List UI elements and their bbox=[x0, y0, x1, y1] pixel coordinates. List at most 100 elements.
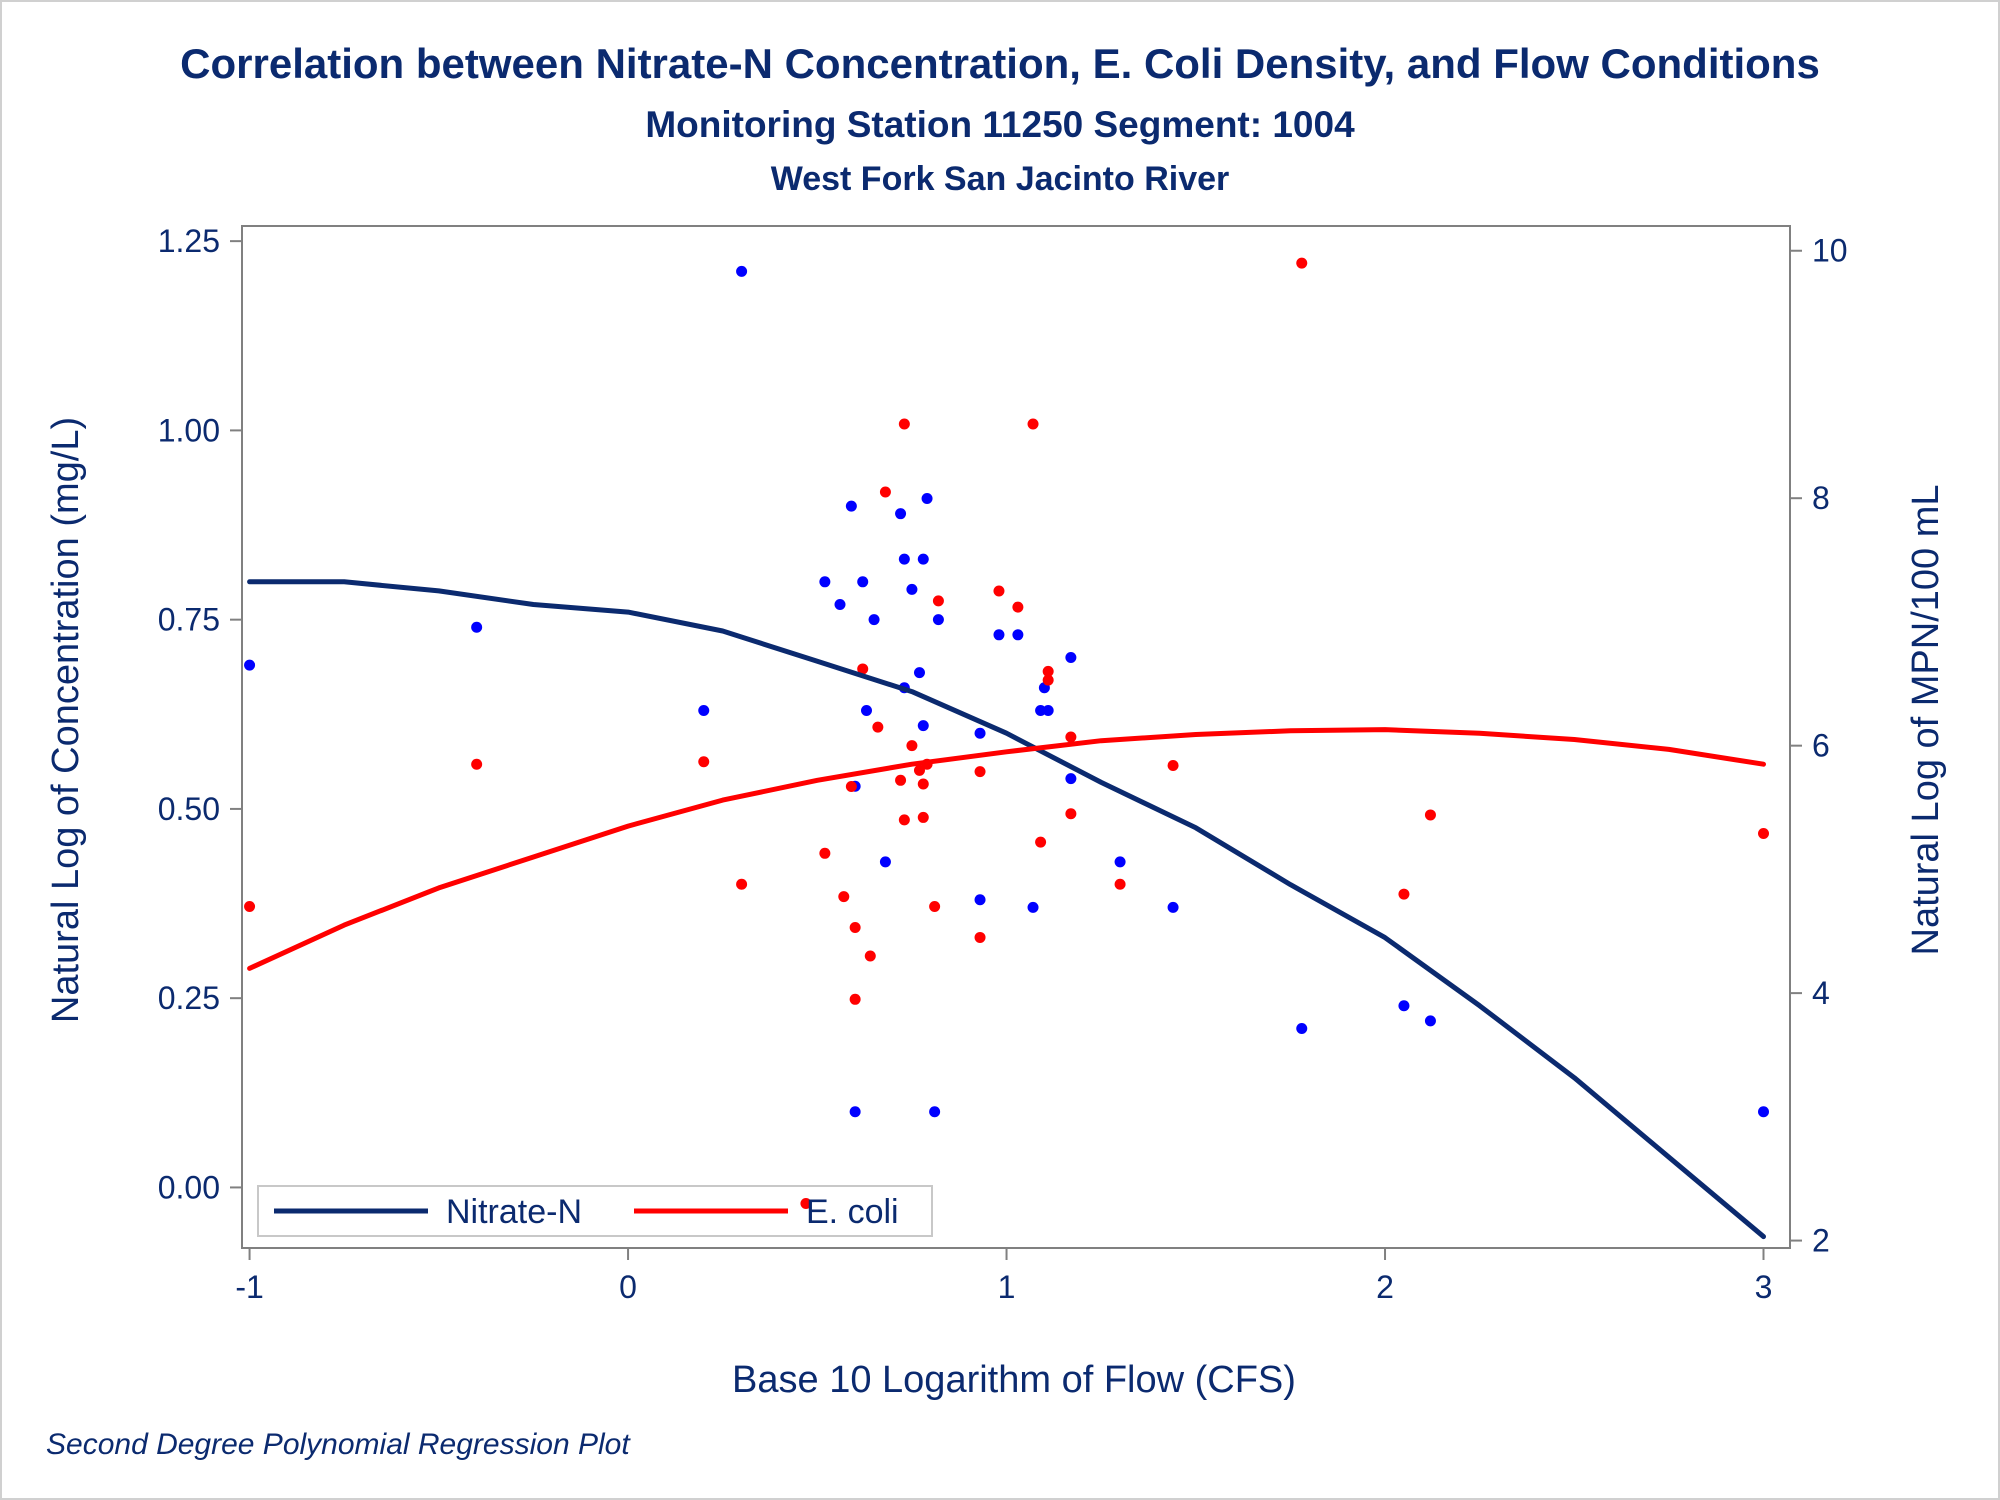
x-tick-label: 2 bbox=[1376, 1269, 1394, 1305]
nitrate-point bbox=[974, 894, 986, 906]
nitrate-point bbox=[1042, 705, 1054, 717]
nitrate-point bbox=[819, 576, 831, 588]
nitrate-point bbox=[471, 621, 483, 633]
y2-tick-label: 10 bbox=[1812, 233, 1848, 269]
ecoli-point bbox=[906, 740, 918, 752]
ecoli-point bbox=[838, 891, 850, 903]
x-tick-label: -1 bbox=[235, 1269, 263, 1305]
chart-subtitle-2: West Fork San Jacinto River bbox=[770, 160, 1230, 198]
ecoli-point bbox=[471, 758, 483, 770]
nitrate-point bbox=[895, 508, 907, 520]
ecoli-point bbox=[1424, 809, 1436, 821]
ecoli-point bbox=[845, 780, 857, 792]
nitrate-point bbox=[834, 599, 846, 611]
ecoli-fit-line bbox=[247, 727, 1766, 971]
legend-label-ecoli: E. coli bbox=[806, 1193, 899, 1231]
y-tick-label: 0.75 bbox=[158, 602, 220, 638]
nitrate-point bbox=[1012, 629, 1024, 641]
plot-area-border bbox=[241, 225, 1791, 1249]
chart-title: Correlation between Nitrate-N Concentrat… bbox=[180, 40, 1820, 87]
nitrate-point bbox=[1758, 1106, 1770, 1118]
y2-axis-label: Natural Log of MPN/100 mL bbox=[1905, 484, 1947, 955]
nitrate-point bbox=[1114, 856, 1126, 868]
nitrate-point bbox=[929, 1106, 941, 1118]
nitrate-point bbox=[868, 614, 880, 626]
ecoli-point bbox=[857, 663, 869, 675]
ecoli-point bbox=[1042, 665, 1054, 677]
legend-label-nitrate: Nitrate-N bbox=[446, 1193, 582, 1231]
legend-box bbox=[257, 1185, 933, 1237]
y2-tick-label: 8 bbox=[1812, 480, 1830, 516]
ecoli-point bbox=[917, 778, 929, 790]
ecoli-point bbox=[1758, 828, 1770, 840]
ecoli-point bbox=[879, 486, 891, 498]
ecoli-point bbox=[849, 993, 861, 1005]
y-tick-label: 0.50 bbox=[158, 791, 220, 827]
ecoli-point bbox=[1296, 257, 1308, 269]
y2-tick-label: 4 bbox=[1812, 975, 1830, 1011]
ecoli-point bbox=[244, 901, 256, 913]
nitrate-point bbox=[906, 583, 918, 595]
nitrate-point bbox=[1398, 1000, 1410, 1012]
x-axis-label: Base 10 Logarithm of Flow (CFS) bbox=[732, 1359, 1296, 1401]
nitrate-point bbox=[860, 705, 872, 717]
ecoli-point bbox=[819, 847, 831, 859]
ecoli-point bbox=[864, 950, 876, 962]
nitrate-point bbox=[1296, 1022, 1308, 1034]
ecoli-point bbox=[913, 764, 925, 776]
nitrate-point bbox=[921, 493, 933, 505]
ecoli-point bbox=[1012, 601, 1024, 613]
nitrate-point bbox=[736, 265, 748, 277]
ecoli-point bbox=[1065, 731, 1077, 743]
nitrate-point bbox=[845, 500, 857, 512]
ecoli-point bbox=[1114, 878, 1126, 890]
x-tick-label: 0 bbox=[619, 1269, 637, 1305]
nitrate-point bbox=[993, 629, 1005, 641]
y-tick-label: 1.25 bbox=[158, 223, 220, 259]
nitrate-point bbox=[849, 1106, 861, 1118]
nitrate-point bbox=[857, 576, 869, 588]
y-tick-label: 1.00 bbox=[158, 412, 220, 448]
ecoli-point bbox=[1065, 808, 1077, 820]
ecoli-point bbox=[917, 811, 929, 823]
nitrate-point bbox=[698, 705, 710, 717]
nitrate-point bbox=[879, 856, 891, 868]
ecoli-point bbox=[993, 585, 1005, 597]
nitrate-point bbox=[1035, 705, 1047, 717]
ecoli-point bbox=[898, 418, 910, 430]
y-axis-label: Natural Log of Concentration (mg/L) bbox=[45, 417, 87, 1023]
nitrate-point bbox=[913, 667, 925, 679]
ecoli-point bbox=[932, 595, 944, 607]
nitrate-point bbox=[1424, 1015, 1436, 1027]
chart-subtitle: Monitoring Station 11250 Segment: 1004 bbox=[645, 104, 1355, 145]
y2-tick-label: 6 bbox=[1812, 728, 1830, 764]
ecoli-point bbox=[736, 878, 748, 890]
footnote: Second Degree Polynomial Regression Plot bbox=[46, 1428, 630, 1461]
ecoli-point bbox=[898, 814, 910, 826]
nitrate-fit-line bbox=[247, 579, 1766, 1240]
x-tick-label: 1 bbox=[998, 1269, 1016, 1305]
nitrate-point bbox=[1027, 901, 1039, 913]
nitrate-point bbox=[1065, 773, 1077, 785]
ecoli-point bbox=[800, 1197, 812, 1209]
nitrate-point bbox=[917, 553, 929, 565]
nitrate-point bbox=[932, 614, 944, 626]
y-tick-label: 0.00 bbox=[158, 1169, 220, 1205]
x-tick-label: 3 bbox=[1755, 1269, 1773, 1305]
nitrate-point bbox=[1167, 901, 1179, 913]
ecoli-point bbox=[895, 774, 907, 786]
y-tick-label: 0.25 bbox=[158, 980, 220, 1016]
ecoli-point bbox=[929, 901, 941, 913]
ecoli-point bbox=[1027, 418, 1039, 430]
nitrate-point bbox=[244, 659, 256, 671]
y2-tick-label: 2 bbox=[1812, 1223, 1830, 1259]
nitrate-point bbox=[898, 553, 910, 565]
ecoli-point bbox=[1042, 674, 1054, 686]
ecoli-point bbox=[1398, 888, 1410, 900]
ecoli-point bbox=[872, 721, 884, 733]
ecoli-point bbox=[1167, 759, 1179, 771]
ecoli-point bbox=[1035, 836, 1047, 848]
nitrate-point bbox=[1065, 652, 1077, 664]
ecoli-point bbox=[974, 931, 986, 943]
